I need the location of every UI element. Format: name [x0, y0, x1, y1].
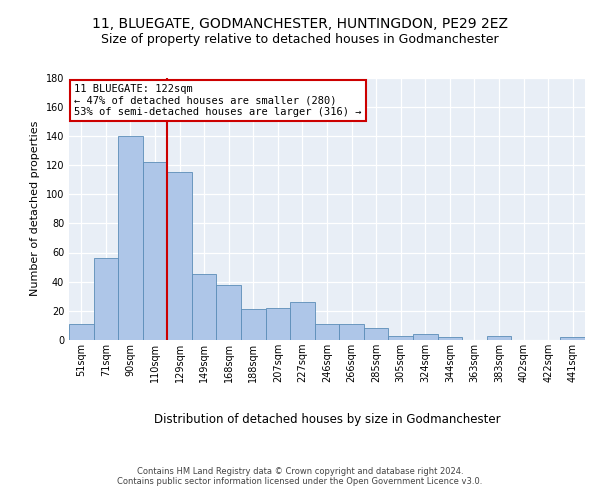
Text: Contains public sector information licensed under the Open Government Licence v3: Contains public sector information licen… — [118, 478, 482, 486]
Bar — [560, 337, 585, 340]
Bar — [364, 328, 388, 340]
Bar — [266, 308, 290, 340]
Text: 11 BLUEGATE: 122sqm
← 47% of detached houses are smaller (280)
53% of semi-detac: 11 BLUEGATE: 122sqm ← 47% of detached ho… — [74, 84, 362, 117]
Bar — [413, 334, 437, 340]
Bar — [241, 310, 266, 340]
Bar — [487, 336, 511, 340]
Bar — [217, 284, 241, 340]
Text: Contains HM Land Registry data © Crown copyright and database right 2024.: Contains HM Land Registry data © Crown c… — [137, 468, 463, 476]
Bar — [339, 324, 364, 340]
Y-axis label: Number of detached properties: Number of detached properties — [30, 121, 40, 296]
Bar — [167, 172, 192, 340]
Bar — [388, 336, 413, 340]
Bar — [143, 162, 167, 340]
Text: Distribution of detached houses by size in Godmanchester: Distribution of detached houses by size … — [154, 412, 500, 426]
Bar — [94, 258, 118, 340]
Bar — [69, 324, 94, 340]
Text: 11, BLUEGATE, GODMANCHESTER, HUNTINGDON, PE29 2EZ: 11, BLUEGATE, GODMANCHESTER, HUNTINGDON,… — [92, 18, 508, 32]
Bar — [192, 274, 217, 340]
Bar — [315, 324, 339, 340]
Text: Size of property relative to detached houses in Godmanchester: Size of property relative to detached ho… — [101, 32, 499, 46]
Bar — [437, 337, 462, 340]
Bar — [290, 302, 315, 340]
Bar — [118, 136, 143, 340]
